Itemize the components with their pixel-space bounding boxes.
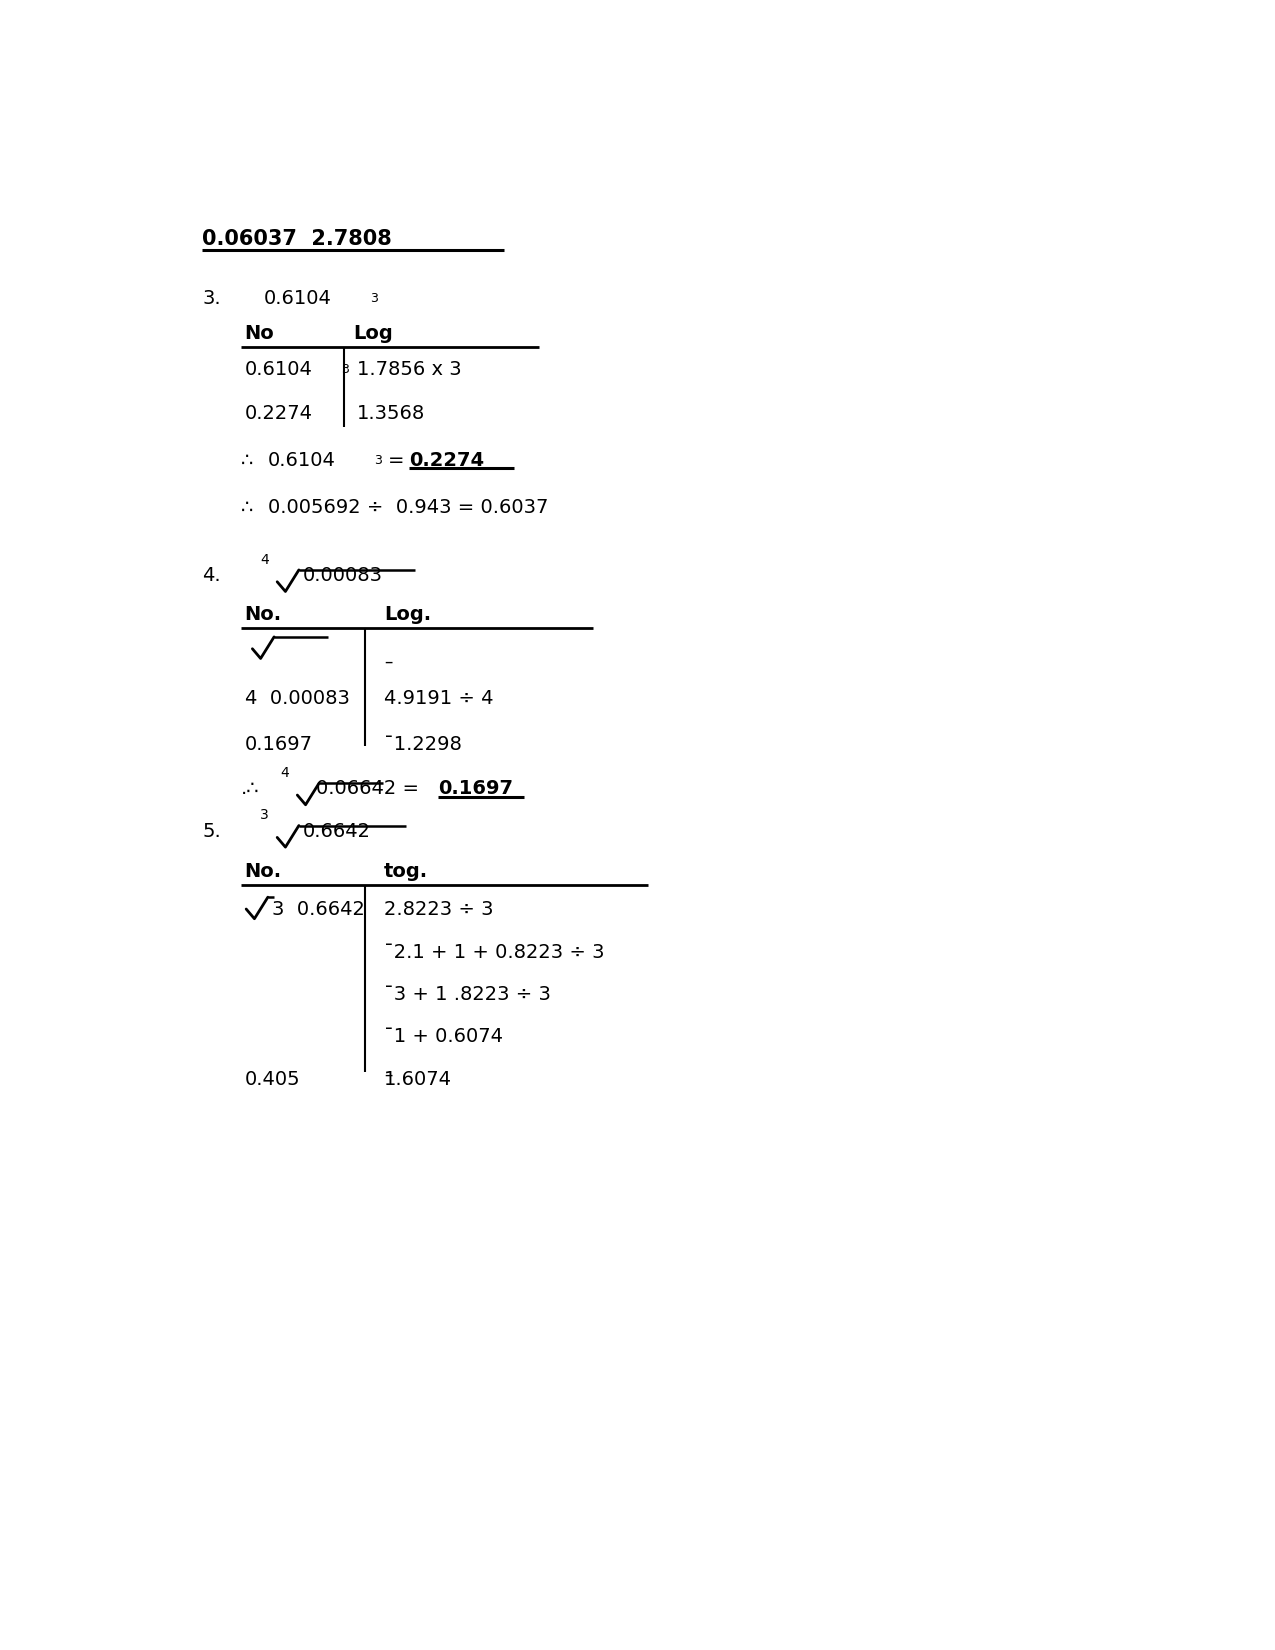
Text: 0.6104: 0.6104 bbox=[264, 289, 332, 309]
Text: 0.6104: 0.6104 bbox=[245, 360, 312, 380]
Text: 0.06037  2.7808: 0.06037 2.7808 bbox=[201, 229, 391, 249]
Text: No.: No. bbox=[245, 604, 282, 624]
Text: ∴: ∴ bbox=[241, 498, 254, 518]
Text: =: = bbox=[388, 450, 411, 470]
Text: –: – bbox=[384, 652, 393, 670]
Text: 3  0.6642: 3 0.6642 bbox=[272, 901, 365, 919]
Text: 0.2274: 0.2274 bbox=[245, 404, 312, 424]
Text: ∴: ∴ bbox=[241, 450, 254, 470]
Text: 4.9191 ÷ 4: 4.9191 ÷ 4 bbox=[384, 690, 493, 708]
Text: 1.3568: 1.3568 bbox=[357, 404, 426, 424]
Text: 3: 3 bbox=[340, 363, 348, 376]
Text: 3: 3 bbox=[370, 292, 379, 305]
Text: Log.: Log. bbox=[384, 604, 431, 624]
Text: Log: Log bbox=[353, 323, 393, 343]
Text: –: – bbox=[384, 1066, 393, 1084]
Text: 0.1697: 0.1697 bbox=[439, 779, 514, 799]
Text: 0.405: 0.405 bbox=[245, 1069, 300, 1089]
Text: 0.1697: 0.1697 bbox=[245, 736, 312, 754]
Text: .∴: .∴ bbox=[241, 779, 259, 799]
Text: 4  0.00083: 4 0.00083 bbox=[245, 690, 349, 708]
Text: 3: 3 bbox=[374, 454, 382, 467]
Text: 4.: 4. bbox=[201, 566, 221, 586]
Text: ¯2.1 + 1 + 0.8223 ÷ 3: ¯2.1 + 1 + 0.8223 ÷ 3 bbox=[384, 942, 604, 962]
Text: 0.6104: 0.6104 bbox=[268, 450, 335, 470]
Text: 3.: 3. bbox=[201, 289, 221, 309]
Text: No: No bbox=[245, 323, 274, 343]
Text: 1.6074: 1.6074 bbox=[384, 1069, 453, 1089]
Text: 4: 4 bbox=[260, 553, 269, 568]
Text: 1.7856 x 3: 1.7856 x 3 bbox=[357, 360, 462, 380]
Text: 0.6642: 0.6642 bbox=[302, 822, 371, 842]
Text: 3: 3 bbox=[260, 808, 269, 822]
Text: 0.2274: 0.2274 bbox=[409, 450, 484, 470]
Text: ¯1 + 0.6074: ¯1 + 0.6074 bbox=[384, 1028, 504, 1046]
Text: 0.005692 ÷  0.943 = 0.6037: 0.005692 ÷ 0.943 = 0.6037 bbox=[268, 498, 548, 518]
Text: ¯3 + 1 .8223 ÷ 3: ¯3 + 1 .8223 ÷ 3 bbox=[384, 985, 551, 1003]
Text: ¯1.2298: ¯1.2298 bbox=[384, 736, 462, 754]
Text: tog.: tog. bbox=[384, 861, 428, 881]
Text: 5.: 5. bbox=[201, 822, 221, 842]
Text: 0.06642 =: 0.06642 = bbox=[316, 779, 425, 799]
Text: 0.00083: 0.00083 bbox=[302, 566, 382, 586]
Text: No.: No. bbox=[245, 861, 282, 881]
Text: 4: 4 bbox=[280, 766, 289, 780]
Text: 2.8223 ÷ 3: 2.8223 ÷ 3 bbox=[384, 901, 493, 919]
